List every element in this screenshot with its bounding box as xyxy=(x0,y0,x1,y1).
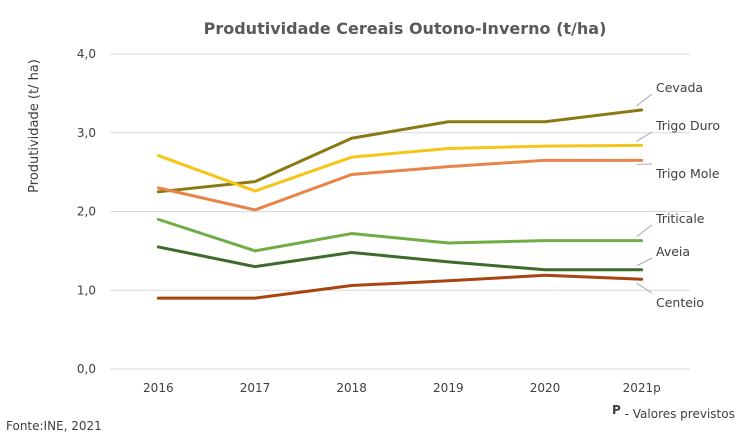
series-line xyxy=(156,245,644,272)
series-line xyxy=(156,217,644,253)
series-label: Triticale xyxy=(655,211,705,226)
gridlines xyxy=(110,53,690,370)
series-label: Centeio xyxy=(656,295,704,310)
series-label-leader xyxy=(636,282,653,294)
x-tick-label: 2020 xyxy=(530,381,561,395)
y-tick-label: 1,0 xyxy=(77,283,96,297)
x-tick-label: 2016 xyxy=(143,381,174,395)
y-tick-label: 4,0 xyxy=(77,47,96,61)
series-lines xyxy=(156,108,644,300)
series-line xyxy=(156,108,644,194)
series-line xyxy=(156,158,644,212)
x-tick-label: 2019 xyxy=(433,381,464,395)
chart-title: Produtividade Cereais Outono-Inverno (t/… xyxy=(204,19,607,38)
series-label: Cevada xyxy=(656,80,703,95)
series-label-leader xyxy=(636,224,653,238)
x-tick-label: 2017 xyxy=(240,381,271,395)
forecast-note-text: - Valores previstos xyxy=(621,407,735,421)
x-tick-labels: 2016 2017 2018 2019 2020 2021p xyxy=(143,381,661,395)
series-label-leader xyxy=(636,93,653,107)
series-label-leader xyxy=(636,131,653,142)
series-labels: Cevada Trigo Duro Trigo Mole Triticale Aveia… xyxy=(636,80,720,310)
x-tick-label: 2021p xyxy=(623,381,661,395)
y-axis-label: Produtividade (t/ ha) xyxy=(27,59,42,193)
series-label: Trigo Duro xyxy=(655,118,720,133)
y-tick-label: 3,0 xyxy=(77,126,96,140)
series-label: Trigo Mole xyxy=(655,166,720,181)
forecast-mark: P xyxy=(612,403,621,417)
series-line xyxy=(156,143,644,193)
x-tick-label: 2018 xyxy=(336,381,367,395)
series-label-leader xyxy=(636,257,653,267)
y-tick-label: 2,0 xyxy=(77,205,96,219)
y-tick-label: 0,0 xyxy=(77,362,96,376)
source-note: Fonte:INE, 2021 xyxy=(6,419,102,433)
forecast-note: P - Valores previstos xyxy=(612,403,735,421)
series-line xyxy=(156,273,644,300)
series-label: Aveia xyxy=(656,244,690,259)
y-tick-labels: 0,0 1,0 2,0 3,0 4,0 xyxy=(77,47,96,376)
